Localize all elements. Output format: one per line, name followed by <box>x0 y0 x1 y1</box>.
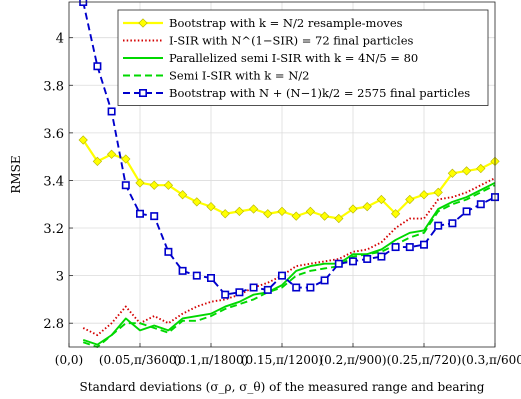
y-tick-label: 3.2 <box>43 222 64 237</box>
x-tick-label: (0.15,π/1200) <box>241 353 323 367</box>
legend-label: Semi I-SIR with k = N/2 <box>169 69 309 83</box>
x-tick-label: (0.3,π/600) <box>461 353 521 367</box>
data-point <box>476 163 486 174</box>
x-tick-label: (0,0) <box>55 353 83 367</box>
data-point <box>121 181 130 190</box>
data-point <box>405 194 415 205</box>
series-line <box>82 184 496 348</box>
data-point <box>419 240 428 249</box>
data-point <box>348 257 357 266</box>
data-point <box>93 62 102 71</box>
x-tick-label: (0.1,π/1800) <box>174 353 249 367</box>
data-point <box>405 243 414 252</box>
data-point <box>362 201 372 212</box>
series-1 <box>82 177 496 337</box>
data-point <box>476 200 485 209</box>
data-point <box>363 254 372 263</box>
series-3 <box>82 184 496 348</box>
data-point <box>277 271 286 280</box>
y-tick-label: 3 <box>56 270 64 285</box>
data-point <box>220 209 230 219</box>
data-point <box>376 194 387 205</box>
data-point <box>433 187 443 197</box>
data-point <box>192 197 202 207</box>
data-point <box>419 190 429 200</box>
data-point <box>249 283 258 292</box>
data-point <box>178 266 187 275</box>
data-point <box>377 252 386 261</box>
legend-box <box>117 9 489 106</box>
legend-entry: Bootstrap with k = N/2 resample-moves <box>123 16 403 30</box>
y-tick-label: 3.4 <box>43 174 64 189</box>
data-point <box>263 209 273 219</box>
legend-entry: I-SIR with N^(1−SIR) = 72 final particle… <box>123 34 414 48</box>
data-point <box>319 211 330 221</box>
data-point <box>334 259 343 268</box>
x-tick-label: (0.05,π/3600) <box>99 353 181 367</box>
data-point <box>461 166 472 176</box>
y-tick-label: 4 <box>56 32 64 47</box>
y-tick-label: 2.8 <box>43 317 64 332</box>
data-point <box>121 154 131 164</box>
data-point <box>235 288 244 297</box>
data-point <box>306 283 315 292</box>
legend-entry: Semi I-SIR with k = N/2 <box>123 69 309 83</box>
data-point <box>334 213 344 224</box>
series-line <box>82 177 496 337</box>
data-point <box>107 107 116 116</box>
y-tick-label: 3.8 <box>43 79 64 94</box>
data-point <box>320 276 329 285</box>
data-point <box>206 201 216 212</box>
data-point <box>135 178 145 188</box>
data-point <box>221 290 230 299</box>
data-point <box>234 206 245 217</box>
data-point <box>434 221 443 230</box>
data-point <box>149 180 159 190</box>
x-axis-label: Standard deviations (σ_ρ, σ_θ) of the me… <box>80 380 485 394</box>
x-tick-label: (0.2,π/900) <box>319 353 386 367</box>
axis-ticks: 2.8 3 3.2 3.4 3.6 3.8 4 (0,0) (0.05,π/3600)(0.1,… <box>43 32 521 367</box>
series-0 <box>78 135 500 224</box>
legend-entry: Bootstrap with N + (N−1)k/2 = 2575 final… <box>123 86 470 100</box>
data-point <box>292 283 301 292</box>
data-point <box>391 243 400 252</box>
data-point <box>164 247 173 256</box>
legend-label: I-SIR with N^(1−SIR) = 72 final particle… <box>169 34 414 48</box>
data-point <box>447 168 458 178</box>
y-axis-label: RMSE <box>9 155 23 193</box>
data-point <box>192 271 201 280</box>
series-layer <box>78 0 500 348</box>
data-point <box>79 0 88 7</box>
data-point <box>462 207 471 216</box>
data-point <box>207 273 216 282</box>
legend-entry: Parallelized semi I-SIR with k = 4N/5 = … <box>123 51 418 65</box>
legend-marker <box>138 18 148 28</box>
data-point <box>248 204 259 214</box>
data-point <box>150 212 159 221</box>
legend-marker <box>139 89 148 98</box>
data-point <box>305 206 316 217</box>
data-point <box>106 149 117 159</box>
data-point <box>136 209 145 218</box>
x-tick-label: (0.25,π/720) <box>387 353 462 367</box>
data-point <box>348 204 358 214</box>
legend-entries: Bootstrap with k = N/2 resample-moves I-S… <box>123 16 470 100</box>
data-point <box>163 180 174 190</box>
legend-label: Bootstrap with N + (N−1)k/2 = 2575 final… <box>169 86 470 100</box>
legend-label: Parallelized semi I-SIR with k = 4N/5 = … <box>169 51 418 65</box>
legend: Bootstrap with k = N/2 resample-moves I-S… <box>117 9 489 106</box>
y-tick-label: 3.6 <box>43 127 64 142</box>
data-point <box>277 206 287 217</box>
data-point <box>291 211 301 221</box>
data-point <box>263 285 272 294</box>
data-point <box>78 135 88 145</box>
data-point <box>92 156 103 167</box>
legend-label: Bootstrap with k = N/2 resample-moves <box>169 16 403 30</box>
data-point <box>448 219 457 228</box>
data-point <box>390 209 401 219</box>
data-point <box>177 190 188 200</box>
